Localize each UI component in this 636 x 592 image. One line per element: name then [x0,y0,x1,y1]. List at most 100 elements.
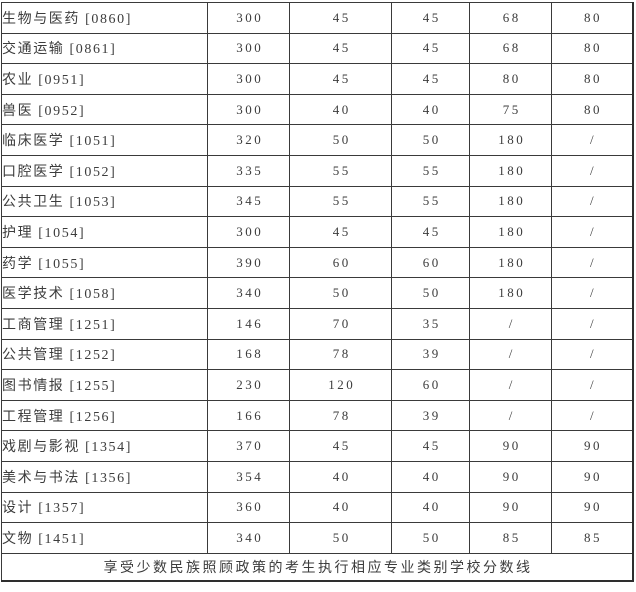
table-row: 公共管理 [1252] 168 78 39// [1,338,633,371]
score-cell: 70 [289,307,392,340]
score-cell: / [551,246,633,279]
program-label: 农业 [0951] [1,63,208,95]
score-cell: 45 [289,2,392,34]
score-cell: 45 [289,63,392,95]
program-label: 工程管理 [1256] [1,399,208,432]
score-cell: / [469,307,552,340]
score-cell: 300 [207,63,290,95]
score-cell: 50 [289,124,392,156]
program-label: 医学技术 [1058] [1,277,208,309]
score-cell: 300 [207,93,290,126]
program-label: 美术与书法 [1356] [1,460,208,493]
program-label: 兽医 [0952] [1,93,208,126]
score-cell: 180 [469,185,552,218]
table-row: 口腔医学 [1052] 335 55 55 180/ [1,154,633,187]
program-label: 临床医学 [1051] [1,124,208,156]
program-label: 工商管理 [1251] [1,307,208,340]
score-cell: 35 [391,307,470,340]
score-cell: 78 [289,399,392,432]
score-cell: 146 [207,307,290,340]
program-label: 文物 [1451] [1,522,208,554]
score-cell: / [551,216,633,248]
score-cell: / [551,399,633,432]
score-cell: 340 [207,522,290,554]
table-row: 工程管理 [1256] 166 78 39// [1,399,633,432]
score-cell: 180 [469,154,552,187]
score-cell: 300 [207,32,290,65]
score-cell: 68 [469,32,552,65]
table-row: 医学技术 [1058] 340 50 50 180/ [1,277,633,309]
table-row: 药学 [1055] 390 60 60 180/ [1,246,633,279]
program-label: 药学 [1055] [1,246,208,279]
score-cell: 300 [207,216,290,248]
program-label: 公共卫生 [1053] [1,185,208,218]
score-cell: 50 [391,124,470,156]
score-cell: 75 [469,93,552,126]
score-cell: 340 [207,277,290,309]
score-cell: 354 [207,460,290,493]
table-body: 生物与医药 [0860] 300 45 45 68 80 交通运输 [0861] 300 45 4… [1,2,633,554]
score-cell: 120 [289,369,392,401]
score-cell: 45 [391,32,470,65]
score-cell: 90 [469,460,552,493]
program-label: 口腔医学 [1052] [1,154,208,187]
program-label: 公共管理 [1252] [1,338,208,371]
score-cell: / [551,124,633,156]
program-label: 生物与医药 [0860] [1,2,208,34]
table-row: 交通运输 [0861] 300 45 45 68 80 [1,32,633,65]
score-table: 生物与医药 [0860] 300 45 45 68 80 交通运输 [0861] 300 45 4… [1,2,634,583]
score-cell: 55 [289,185,392,218]
score-cell: 90 [469,491,552,524]
score-cell: 60 [289,246,392,279]
footer-note: 享受少数民族照顾政策的考生执行相应专业类别学校分数线 [1,552,633,582]
score-cell: 68 [469,2,552,34]
score-cell: 55 [289,154,392,187]
score-cell: 370 [207,430,290,462]
score-cell: 60 [391,246,470,279]
score-cell: 90 [551,491,633,524]
table-row: 生物与医药 [0860] 300 45 45 68 80 [1,2,633,34]
score-cell: / [551,154,633,187]
score-cell: 80 [551,93,633,126]
score-cell: 45 [391,430,470,462]
score-cell: 90 [551,430,633,462]
score-cell: 80 [469,63,552,95]
program-label: 交通运输 [0861] [1,32,208,65]
table-footer: 享受少数民族照顾政策的考生执行相应专业类别学校分数线 [1,552,633,582]
score-cell: 50 [289,522,392,554]
program-label: 图书情报 [1255] [1,369,208,401]
score-cell: 80 [551,2,633,34]
table-row: 戏剧与影视 [1354] 370 45 45 90 90 [1,430,633,462]
score-cell: 45 [391,216,470,248]
table-row: 公共卫生 [1053] 345 55 55 180/ [1,185,633,218]
table-row: 兽医 [0952] 300 40 40 75 80 [1,93,633,126]
score-cell: 45 [289,216,392,248]
score-cell: 40 [391,491,470,524]
score-cell: 390 [207,246,290,279]
score-cell: 85 [469,522,552,554]
score-cell: / [551,277,633,309]
table-row: 美术与书法 [1356] 354 40 40 90 90 [1,460,633,493]
score-cell: 45 [289,32,392,65]
score-cell: 39 [391,338,470,371]
score-cell: 60 [391,369,470,401]
score-cell: 90 [551,460,633,493]
score-cell: 345 [207,185,290,218]
score-cell: 320 [207,124,290,156]
score-cell: / [469,338,552,371]
score-cell: 180 [469,216,552,248]
score-cell: 80 [551,63,633,95]
score-cell: 55 [391,154,470,187]
table-row: 护理 [1054] 300 45 45 180/ [1,216,633,248]
score-cell: 40 [391,93,470,126]
score-cell: 78 [289,338,392,371]
score-cell: 39 [391,399,470,432]
score-cell: 40 [391,460,470,493]
score-cell: / [551,338,633,371]
score-cell: 166 [207,399,290,432]
table-row: 文物 [1451] 340 50 50 85 85 [1,522,633,554]
table-row: 工商管理 [1251] 146 70 35// [1,307,633,340]
score-cell: 180 [469,246,552,279]
score-cell: 45 [289,430,392,462]
score-cell: 85 [551,522,633,554]
